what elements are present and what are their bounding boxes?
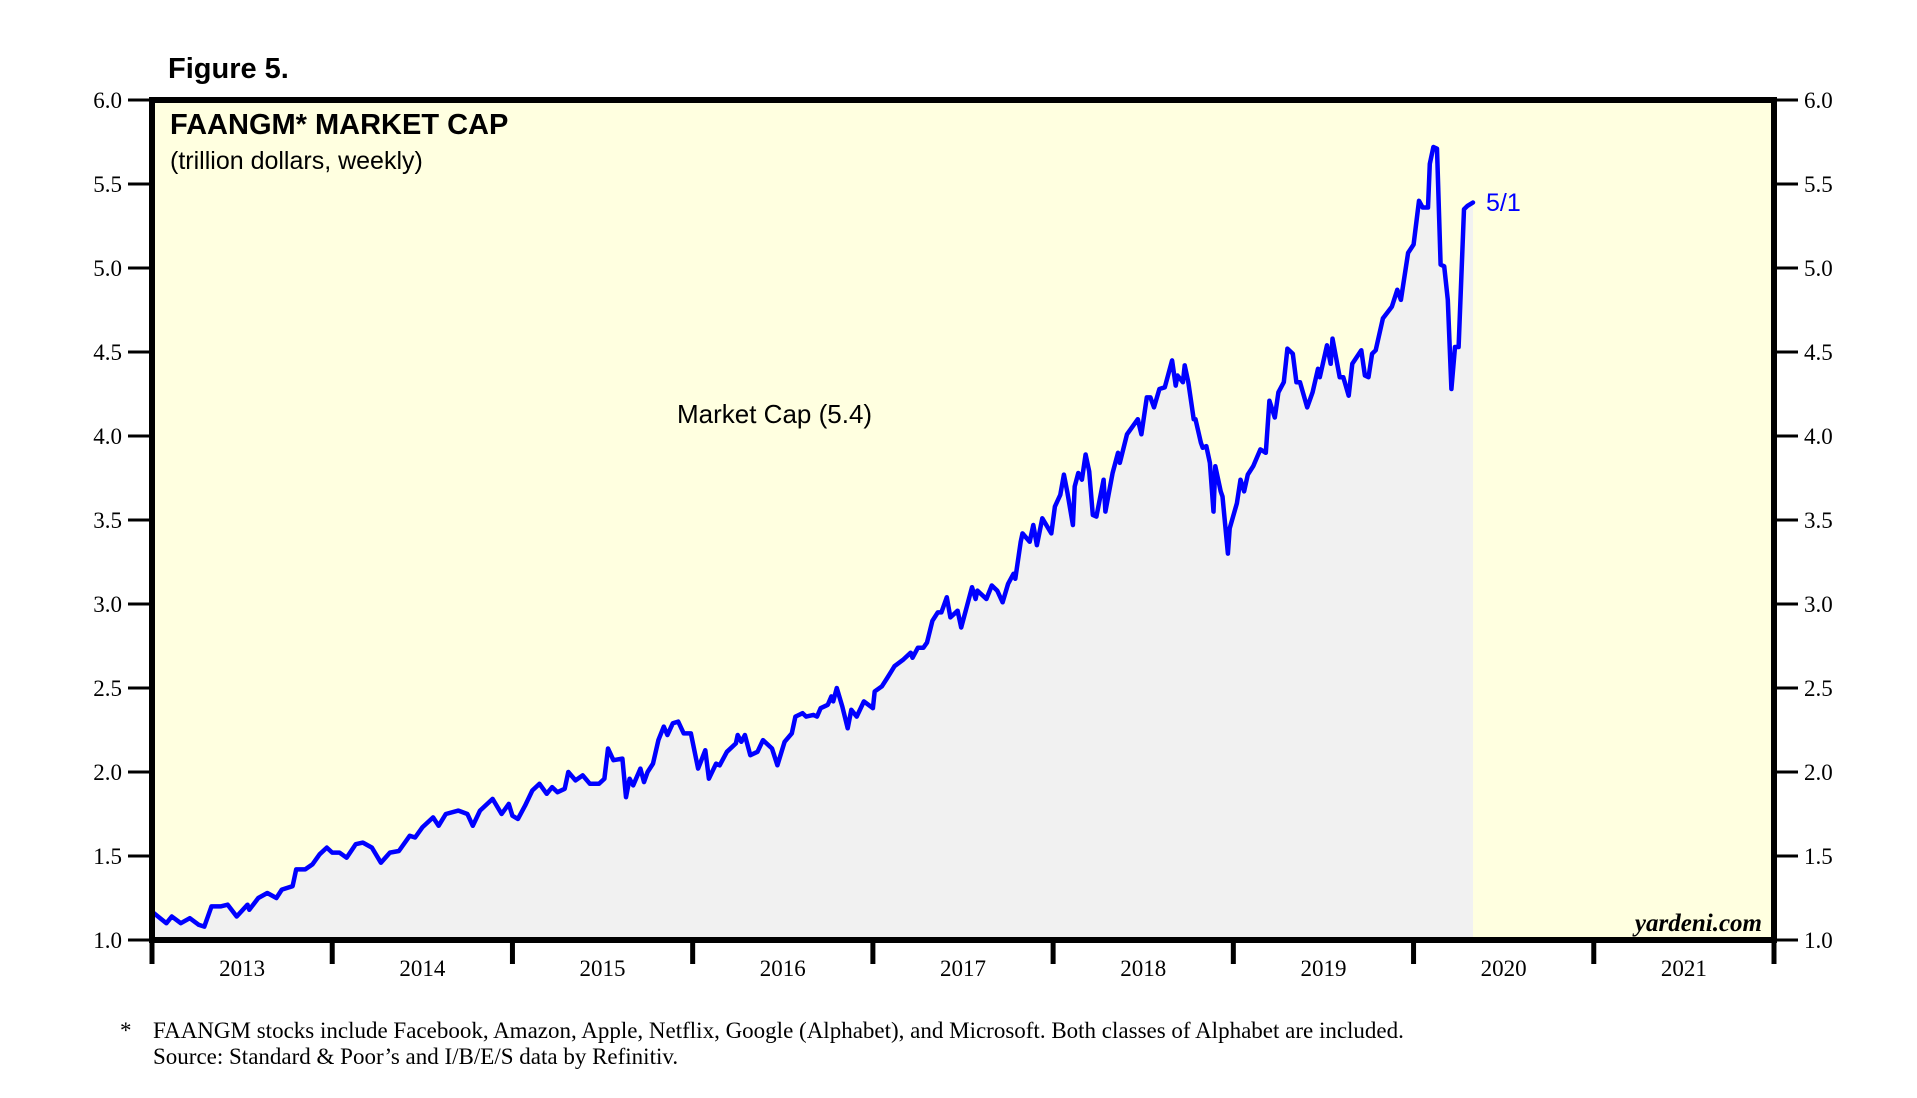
chart-subtitle: (trillion dollars, weekly) bbox=[170, 147, 423, 175]
y-tick-label-right: 1.5 bbox=[1804, 844, 1833, 869]
x-tick-label: 2017 bbox=[940, 956, 986, 981]
x-tick-label: 2013 bbox=[219, 956, 265, 981]
y-tick-label-left: 1.0 bbox=[93, 928, 122, 953]
x-tick-label: 2015 bbox=[580, 956, 626, 981]
plot-frame bbox=[149, 97, 1777, 943]
y-tick-label-left: 6.0 bbox=[93, 88, 122, 113]
y-tick-label-left: 2.5 bbox=[93, 676, 122, 701]
x-tick-label: 2021 bbox=[1661, 956, 1707, 981]
y-tick-label-left: 4.0 bbox=[93, 424, 122, 449]
y-tick-label-right: 3.5 bbox=[1804, 508, 1833, 533]
y-axis-right: 1.0 1.5 2.0 2.5 3.0 3.5 4.0 4.5 5.0 5.5 6.0 bbox=[1774, 88, 1833, 953]
x-tick-label: 2018 bbox=[1120, 956, 1166, 981]
y-tick-label-left: 5.5 bbox=[93, 172, 122, 197]
y-tick-label-left: 5.0 bbox=[93, 256, 122, 281]
x-tick-label: 2019 bbox=[1300, 956, 1346, 981]
watermark: yardeni.com bbox=[1632, 910, 1762, 937]
y-tick-label-left: 3.5 bbox=[93, 508, 122, 533]
y-tick-label-right: 5.0 bbox=[1804, 256, 1833, 281]
y-tick-label-right: 2.0 bbox=[1804, 760, 1833, 785]
y-tick-label-right: 5.5 bbox=[1804, 172, 1833, 197]
chart-title: FAANGM* MARKET CAP bbox=[170, 109, 508, 141]
footnote-marker: * bbox=[120, 1018, 132, 1043]
x-tick-label: 2020 bbox=[1481, 956, 1527, 981]
end-date-label: 5/1 bbox=[1486, 189, 1521, 217]
footnote-source: Source: Standard & Poor’s and I/B/E/S da… bbox=[153, 1044, 678, 1069]
market-cap-area bbox=[152, 147, 1473, 940]
x-tick-label: 2016 bbox=[760, 956, 806, 981]
y-tick-label-right: 1.0 bbox=[1804, 928, 1833, 953]
x-axis: 2013 2014 2015 2016 2017 2018 2019 2020 2021 bbox=[149, 940, 1777, 981]
figure-label: Figure 5. bbox=[168, 53, 289, 85]
y-tick-label-right: 4.5 bbox=[1804, 340, 1833, 365]
market-cap-line bbox=[151, 144, 1476, 929]
y-tick-label-right: 4.0 bbox=[1804, 424, 1833, 449]
y-tick-label-right: 2.5 bbox=[1804, 676, 1833, 701]
series-label: Market Cap (5.4) bbox=[677, 399, 872, 429]
y-axis-left: 1.0 1.5 2.0 2.5 3.0 3.5 4.0 4.5 5.0 5.5 6.0 bbox=[93, 88, 152, 953]
y-tick-label-left: 2.0 bbox=[93, 760, 122, 785]
y-tick-label-right: 3.0 bbox=[1804, 592, 1833, 617]
y-tick-label-left: 3.0 bbox=[93, 592, 122, 617]
y-tick-label-right: 6.0 bbox=[1804, 88, 1833, 113]
y-tick-label-left: 1.5 bbox=[93, 844, 122, 869]
y-tick-label-left: 4.5 bbox=[93, 340, 122, 365]
x-tick-label: 2014 bbox=[399, 956, 446, 981]
footnote-line-1: FAANGM stocks include Facebook, Amazon, … bbox=[153, 1018, 1404, 1043]
